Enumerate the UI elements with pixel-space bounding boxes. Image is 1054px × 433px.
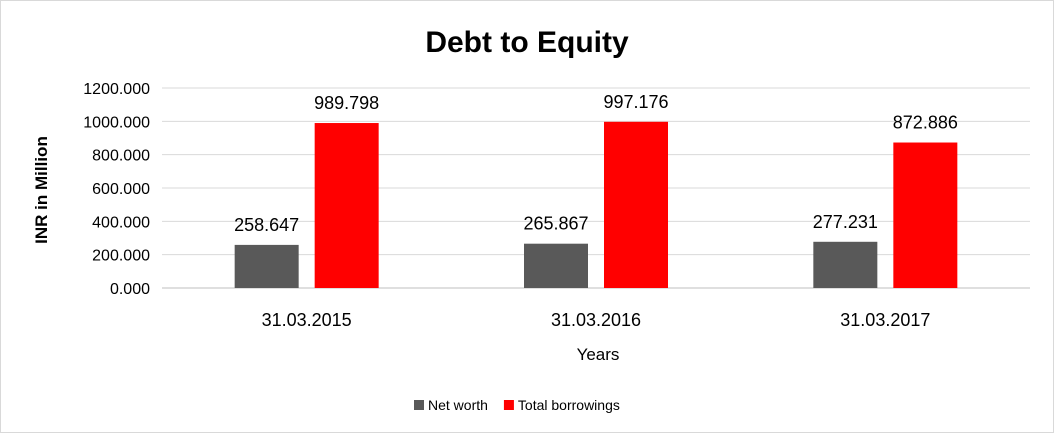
x-tick-label: 31.03.2017: [840, 310, 930, 330]
data-label: 265.867: [523, 214, 588, 234]
y-tick-label: 600.000: [92, 181, 150, 198]
x-tick-label: 31.03.2015: [262, 310, 352, 330]
bar-total-borrowings: [893, 142, 958, 288]
data-label: 258.647: [234, 215, 299, 235]
bar-total-borrowings: [604, 121, 668, 288]
y-tick-label: 200.000: [92, 248, 150, 265]
x-tick-label: 31.03.2016: [551, 310, 641, 330]
bar-total-borrowings: [314, 123, 379, 289]
data-label: 997.176: [603, 92, 668, 112]
data-label: 872.886: [893, 113, 958, 133]
bar-net-worth: [524, 243, 588, 288]
bars: [234, 121, 958, 289]
y-tick-label: 800.000: [92, 148, 150, 165]
bar-net-worth: [813, 241, 878, 288]
legend-swatch: [503, 400, 514, 410]
legend-swatch: [414, 400, 424, 410]
x-axis-title: Years: [577, 345, 620, 364]
y-tick-label: 1000.000: [83, 114, 150, 131]
bar-net-worth: [234, 244, 299, 288]
chart-title: Debt to Equity: [425, 26, 629, 59]
legend-label: Net worth: [428, 397, 488, 413]
data-label: 989.798: [314, 93, 379, 113]
y-tick-label: 0.000: [110, 281, 150, 298]
y-axis-ticks: 0.000 200.000 400.000 600.000 800.000 1000.00…: [83, 81, 150, 298]
data-labels: 258.647 989.798 265.867 997.176 277.231 872.8…: [234, 92, 958, 235]
data-label: 277.231: [813, 212, 878, 232]
y-axis-title: INR in Million: [32, 136, 51, 244]
x-axis-ticks: 31.03.2015 31.03.2016 31.03.2017: [262, 310, 931, 330]
y-tick-label: 400.000: [92, 214, 150, 231]
gridlines: [162, 87, 1030, 289]
legend: Net worth Total borrowings: [414, 397, 620, 413]
y-tick-label: 1200.000: [83, 81, 150, 98]
legend-label: Total borrowings: [518, 397, 620, 413]
